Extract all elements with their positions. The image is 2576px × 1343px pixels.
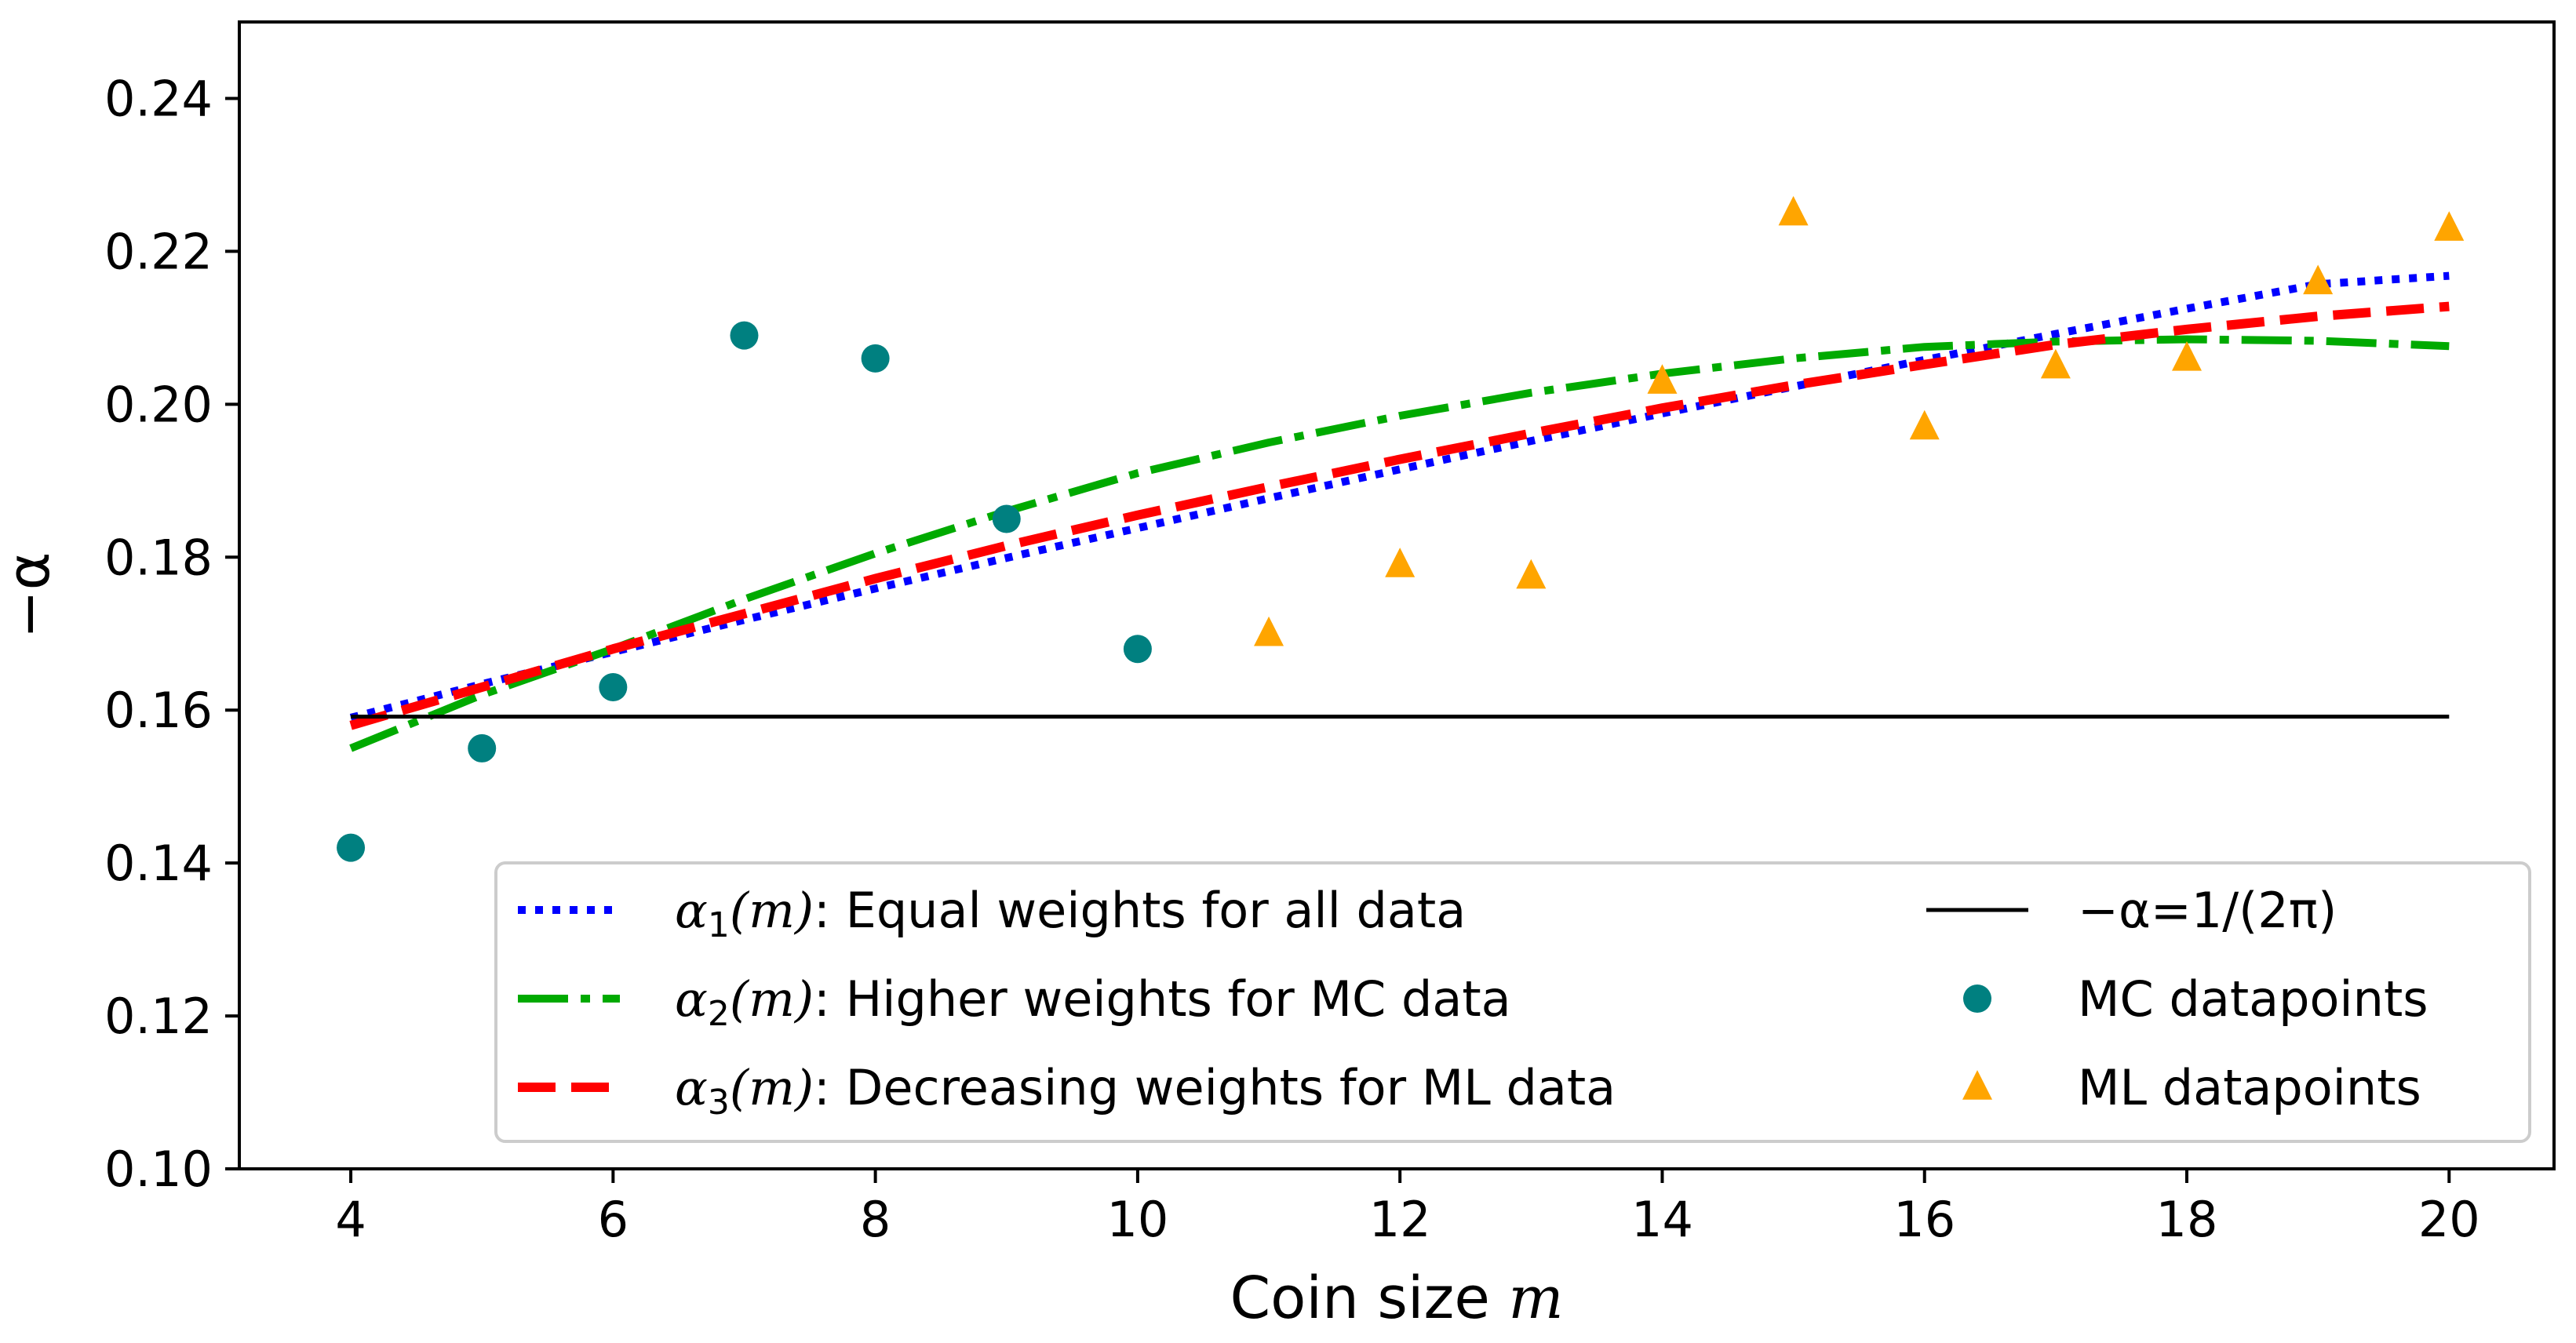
legend-label-1: α1(m): Equal weights for all data — [675, 882, 1466, 945]
x-tick-label: 18 — [2156, 1191, 2218, 1248]
legend-description: : Decreasing weights for ML data — [814, 1059, 1616, 1116]
legend-label-ml: ML datapoints — [2078, 1059, 2421, 1116]
series-line-3 — [351, 307, 2449, 726]
x-tick-label: 10 — [1106, 1191, 1168, 1248]
legend-description: : Equal weights for all data — [814, 882, 1466, 939]
ml-datapoint — [1385, 548, 1415, 577]
ml-datapoint — [1779, 196, 1809, 226]
x-tick-label: 4 — [335, 1191, 366, 1248]
y-tick-label: 0.24 — [104, 70, 213, 127]
ml-datapoint — [1516, 559, 1546, 589]
x-tick-label: 16 — [1893, 1191, 1955, 1248]
legend-label-3: α3(m): Decreasing weights for ML data — [675, 1059, 1616, 1123]
y-tick-label: 0.10 — [104, 1141, 213, 1198]
y-tick-label: 0.12 — [104, 988, 213, 1045]
ml-datapoint — [2172, 341, 2202, 371]
mc-datapoint — [993, 505, 1021, 533]
y-axis-ticks: 0.10 0.12 0.14 0.16 0.18 0.20 0.22 0.24 — [104, 70, 239, 1198]
x-tick-label: 6 — [598, 1191, 629, 1248]
mc-datapoint — [862, 344, 890, 373]
x-axis-label: Coin size m — [1230, 1265, 1563, 1332]
mc-datapoint — [337, 834, 365, 862]
legend-alpha: α — [675, 1059, 708, 1116]
legend-subscript: 2 — [708, 994, 730, 1034]
ml-datapoint — [1254, 617, 1284, 646]
mc-datapoint — [1124, 635, 1152, 663]
ml-datapoint — [1910, 410, 1940, 440]
series-line-1 — [351, 276, 2449, 718]
y-tick-label: 0.22 — [104, 223, 213, 280]
x-tick-label: 20 — [2418, 1191, 2480, 1248]
legend-label-reference: −α=1/(2π) — [2078, 882, 2337, 939]
legend-label-2: α2(m): Higher weights for MC data — [675, 970, 1511, 1034]
legend-marker-mc — [1963, 985, 1991, 1013]
mc-datapoint — [468, 734, 496, 762]
ml-datapoint — [2041, 349, 2071, 379]
x-axis-ticks: 4 6 8 10 12 14 16 18 20 — [335, 1169, 2479, 1248]
legend-label-mc: MC datapoints — [2078, 970, 2428, 1028]
series-line-2 — [351, 340, 2449, 748]
y-tick-label: 0.20 — [104, 376, 213, 433]
x-tick-label: 12 — [1369, 1191, 1431, 1248]
y-tick-label: 0.16 — [104, 682, 213, 739]
x-axis-label-var: m — [1508, 1265, 1563, 1332]
y-tick-label: 0.18 — [104, 529, 213, 586]
legend: α1(m): Equal weights for all dataα2(m): … — [496, 863, 2530, 1141]
legend-description: : Higher weights for MC data — [814, 970, 1511, 1028]
plot-content — [337, 196, 2464, 862]
y-axis-label: −α — [0, 552, 63, 639]
y-tick-label: 0.14 — [104, 835, 213, 892]
x-tick-label: 14 — [1631, 1191, 1693, 1248]
chart: 4 6 8 10 12 14 16 18 20 0.100.120.140.160.180.20… — [0, 0, 2576, 1343]
x-tick-label: 8 — [860, 1191, 891, 1248]
legend-subscript: 3 — [708, 1083, 730, 1123]
legend-argument: (m) — [730, 882, 814, 939]
mc-datapoint — [730, 322, 758, 350]
legend-alpha: α — [675, 882, 708, 939]
mc-datapoint — [599, 673, 627, 701]
legend-argument: (m) — [730, 1059, 814, 1116]
ml-datapoint — [2434, 211, 2464, 241]
legend-argument: (m) — [730, 970, 814, 1028]
legend-alpha: α — [675, 970, 708, 1028]
ml-datapoint — [2303, 265, 2333, 295]
legend-subscript: 1 — [708, 905, 730, 945]
x-axis-label-text: Coin size — [1230, 1265, 1508, 1332]
